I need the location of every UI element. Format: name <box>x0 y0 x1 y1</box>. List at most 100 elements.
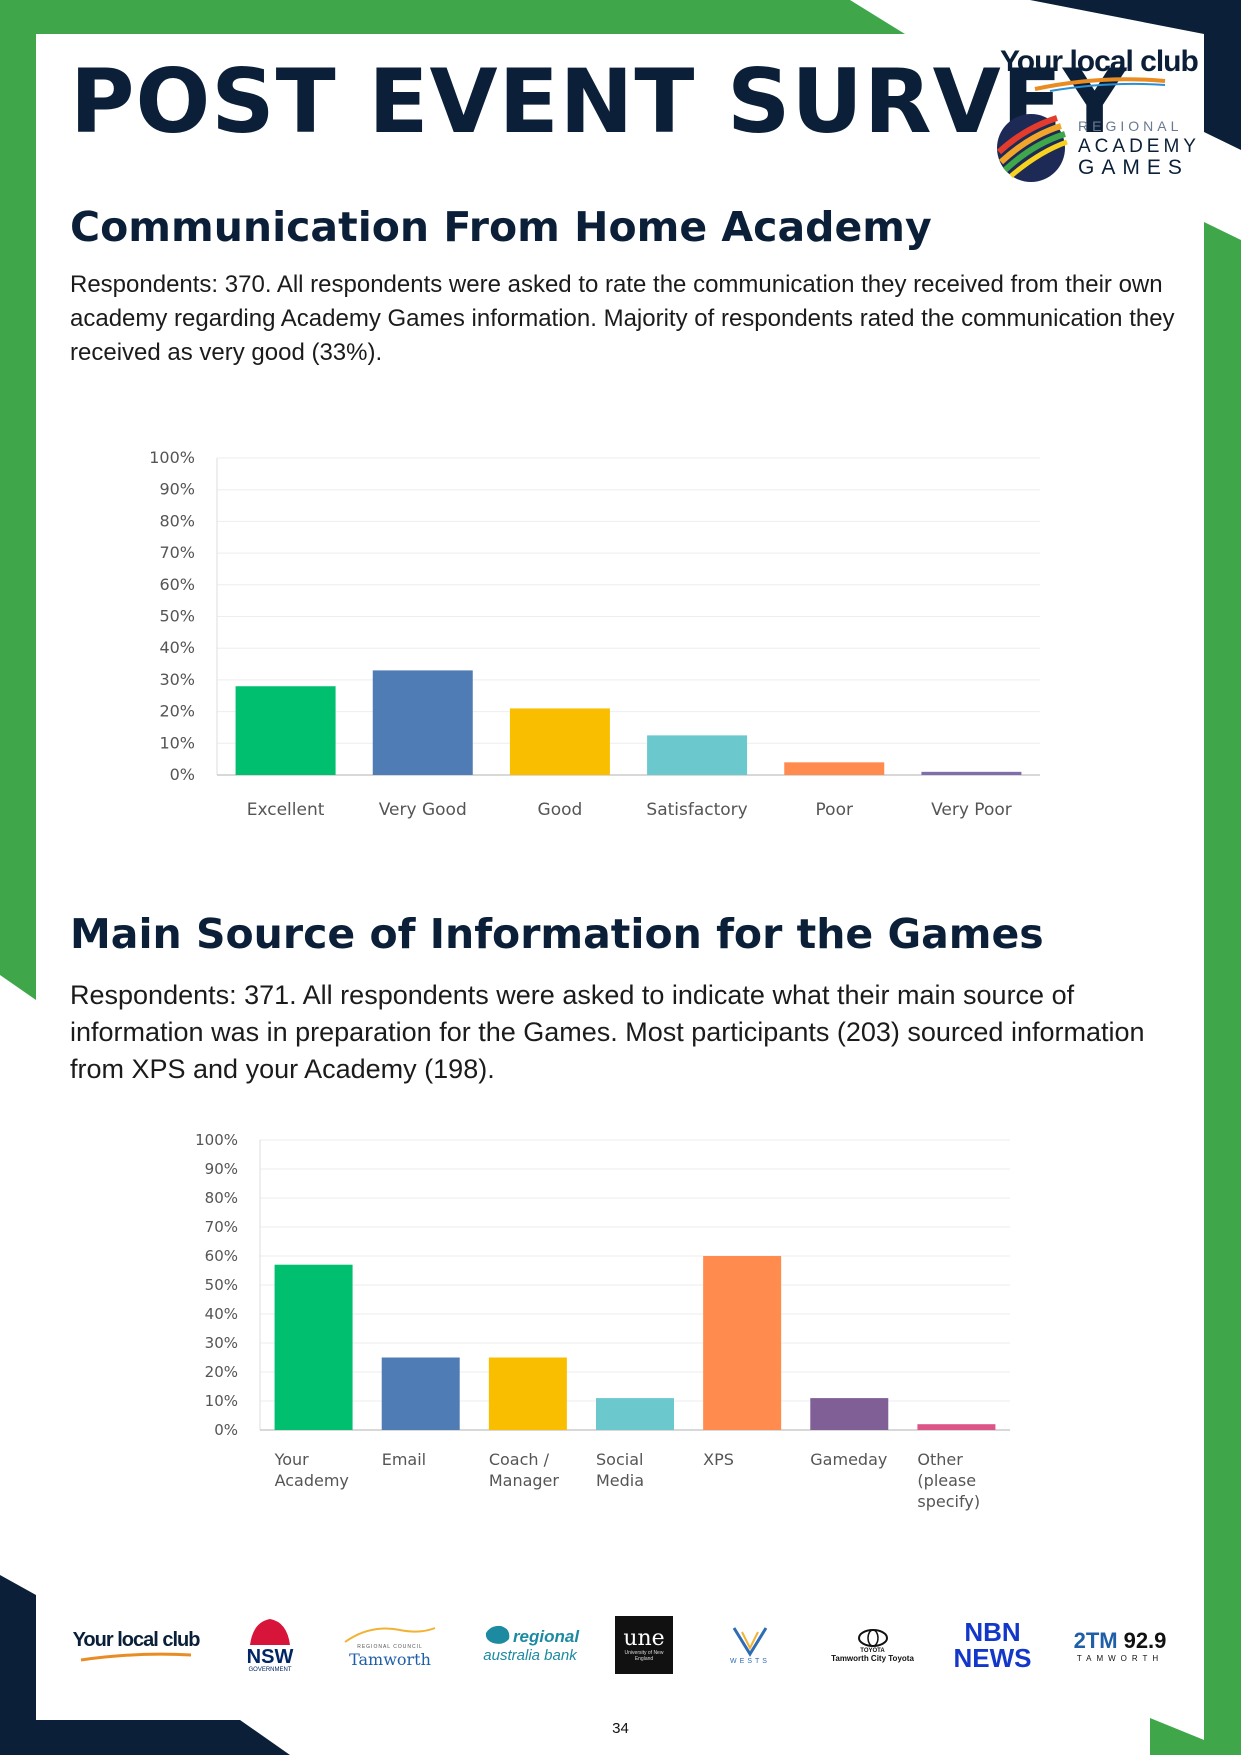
x-category-label: Satisfactory <box>646 800 747 820</box>
x-category-label: Good <box>538 800 583 820</box>
sponsor-rab-sub: australia bank <box>483 1646 577 1664</box>
sponsor-2tm-town: TAMWORTH <box>1076 1653 1164 1663</box>
x-category-label: Other <box>917 1450 963 1469</box>
club-logo: Your local club <box>1000 45 1200 105</box>
section-1-heading: Communication From Home Academy <box>70 203 932 251</box>
sponsor-2tm-label: 2TM <box>1073 1627 1118 1653</box>
y-tick-label: 20% <box>159 702 195 721</box>
sponsor-2tm-freq: 92.9 <box>1123 1627 1167 1653</box>
x-category-label: Academy <box>275 1471 349 1490</box>
sponsor-wests-label: WESTS <box>730 1657 770 1665</box>
bar <box>784 762 885 775</box>
sponsor-nsw: NSW GOVERNMENT <box>240 1605 300 1685</box>
bar <box>921 771 1022 775</box>
y-tick-label: 30% <box>205 1334 238 1352</box>
y-tick-label: 70% <box>159 543 195 562</box>
y-tick-label: 30% <box>159 670 195 689</box>
bar <box>647 735 748 775</box>
wests-crest-icon <box>732 1626 768 1657</box>
bar <box>703 1256 782 1430</box>
sponsor-tamworth-label: Tamworth <box>349 1649 431 1669</box>
rag-line2: ACADEMY <box>1078 136 1200 157</box>
y-tick-label: 100% <box>195 1131 238 1149</box>
bar <box>235 686 336 775</box>
sponsor-nbn: NBN NEWS <box>950 1605 1035 1685</box>
sponsor-nbn-label: NBN <box>964 1617 1021 1647</box>
bar <box>274 1264 353 1430</box>
x-category-label: Media <box>596 1471 644 1490</box>
sponsor-yourlocalclub: Your local club <box>66 1605 206 1685</box>
swoosh-icon <box>80 1652 192 1661</box>
x-category-label: (please <box>917 1471 976 1490</box>
tamworth-guitar-icon <box>344 1626 436 1643</box>
y-tick-label: 60% <box>205 1247 238 1265</box>
y-tick-label: 10% <box>205 1392 238 1410</box>
sponsor-une: une University of New England <box>614 1605 674 1685</box>
y-tick-label: 90% <box>159 480 195 499</box>
rag-emblem-icon <box>996 114 1068 182</box>
y-tick-label: 80% <box>159 511 195 530</box>
y-tick-label: 80% <box>205 1189 238 1207</box>
club-logo-swoosh-icon <box>1034 77 1166 92</box>
sponsor-nbn-sub: NEWS <box>953 1643 1032 1673</box>
sponsor-toyota-sub: Tamworth City Toyota <box>831 1653 914 1663</box>
y-tick-label: 10% <box>159 733 195 752</box>
waratah-icon <box>250 1619 290 1645</box>
sponsor-rab-label: regional <box>512 1626 580 1646</box>
rag-line3: GAMES <box>1078 156 1189 179</box>
rag-line1: REGIONAL <box>1078 118 1183 134</box>
sponsor-tamworth-sub: REGIONAL COUNCIL <box>357 1643 423 1650</box>
sponsor-wests: WESTS <box>710 1605 790 1685</box>
y-tick-label: 40% <box>159 638 195 657</box>
section-1-body: Respondents: 370. All respondents were a… <box>70 271 1175 366</box>
frame-top-right-navy <box>1030 0 1241 150</box>
y-tick-label: 20% <box>205 1363 238 1381</box>
x-category-label: Your <box>274 1450 310 1469</box>
y-tick-label: 70% <box>205 1218 238 1236</box>
toyota-icon <box>857 1628 888 1647</box>
y-tick-label: 0% <box>214 1421 238 1439</box>
une-box: une University of New England <box>615 1616 673 1674</box>
sponsor-toyota: TOYOTA Tamworth City Toyota <box>820 1605 925 1685</box>
y-tick-label: 0% <box>170 765 195 784</box>
2tm-row: 2TM 92.9 <box>1074 1628 1167 1654</box>
chart-information-source: 0% 10% 20% 30% 40% 50% 60% 70% 80% 90% 100% Your Aca… <box>195 1131 1010 1511</box>
y-tick-label: 60% <box>159 575 195 594</box>
x-category-label: Excellent <box>247 800 325 820</box>
x-category-label: specify) <box>917 1492 980 1511</box>
sponsor-2tm: 2TM 92.9 TAMWORTH <box>1065 1605 1175 1685</box>
x-category-label: Poor <box>816 800 853 820</box>
section-2-body: Respondents: 371. All respondents were a… <box>70 980 1145 1084</box>
bar <box>381 1357 460 1430</box>
x-category-label: Very Poor <box>931 800 1012 820</box>
sponsor-yourlocalclub-label: Your local club <box>72 1628 201 1651</box>
section-2-heading: Main Source of Information for the Games <box>70 910 1044 958</box>
y-tick-label: 50% <box>159 607 195 626</box>
chart-communication: 0% 10% 20% 30% 40% 50% 60% 70% 80% 90% 100% Excelle… <box>149 448 1040 820</box>
x-category-label: Very Good <box>379 800 467 820</box>
y-tick-label: 40% <box>205 1305 238 1323</box>
sponsor-une-label: une <box>623 1626 665 1651</box>
frame-left-green <box>0 0 36 1000</box>
bar <box>509 708 610 775</box>
bar <box>810 1398 889 1430</box>
bar <box>372 670 473 775</box>
x-category-label: XPS <box>703 1450 734 1469</box>
sponsor-nsw-sub: GOVERNMENT <box>248 1667 292 1673</box>
club-logo-text: Your local club <box>1000 45 1199 78</box>
bar <box>596 1398 674 1430</box>
x-category-label: Email <box>382 1450 426 1469</box>
sponsor-une-sub: University of New England <box>624 1650 664 1662</box>
sponsor-nsw-label: NSW <box>246 1646 294 1668</box>
bar <box>488 1357 567 1430</box>
regional-academy-games-logo: REGIONAL ACADEMY GAMES <box>995 108 1196 188</box>
frame-right-green <box>1204 222 1241 1755</box>
y-tick-label: 90% <box>205 1160 238 1178</box>
x-category-label: Gameday <box>810 1450 887 1469</box>
frame-bottom-left-navy <box>0 1575 290 1755</box>
y-tick-label: 100% <box>149 448 195 467</box>
frame-bottom-right-green <box>1150 1718 1241 1755</box>
frame-top-left-green <box>0 0 905 34</box>
sponsor-rab: regional australia bank <box>475 1605 585 1685</box>
